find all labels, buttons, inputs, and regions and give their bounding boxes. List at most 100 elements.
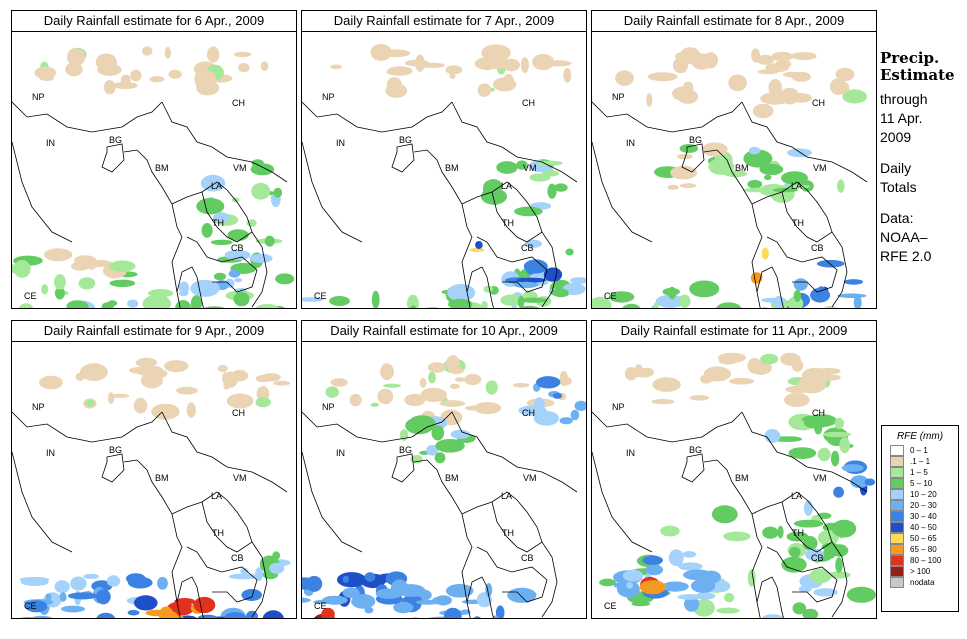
country-label: TH <box>792 218 804 228</box>
rain-cell <box>833 486 844 498</box>
country-label: VM <box>813 473 827 483</box>
rain-cell <box>408 415 436 433</box>
rain-cell <box>830 450 840 467</box>
rain-cell <box>553 183 568 192</box>
country-label: CH <box>232 408 245 418</box>
rain-cell <box>485 380 498 395</box>
country-label: TH <box>212 528 224 538</box>
rain-cell <box>431 425 445 441</box>
rain-cell <box>273 187 283 198</box>
rain-cell <box>672 57 689 74</box>
rain-cell <box>802 608 819 618</box>
rain-cell <box>608 291 635 303</box>
legend-label: 65 – 80 <box>910 545 937 554</box>
rain-cell <box>668 549 684 566</box>
country-borders <box>302 411 578 618</box>
rain-cell <box>647 72 678 82</box>
legend-row: 30 – 40 <box>890 511 958 522</box>
rainfall-panel-1: Daily Rainfall estimate for 6 Apr., 2009… <box>11 10 297 309</box>
rain-cell <box>439 400 466 407</box>
rain-cell <box>803 500 813 516</box>
rain-cell <box>481 301 488 308</box>
rain-cell <box>54 580 70 594</box>
rain-cell <box>72 309 96 310</box>
border-line <box>451 101 578 183</box>
heading-estimate: Estimate <box>880 66 955 84</box>
rain-cell <box>788 447 817 459</box>
rain-cell <box>652 302 659 308</box>
border-line <box>766 546 838 603</box>
rain-cell <box>477 83 492 97</box>
border-line <box>466 266 494 308</box>
rain-cell <box>74 255 97 266</box>
rain-cell <box>823 431 852 438</box>
rain-cell <box>543 267 563 282</box>
rain-cell <box>615 70 634 86</box>
rain-cell <box>742 307 747 308</box>
rain-cell <box>377 388 394 405</box>
rain-cell <box>103 80 116 95</box>
rain-cell <box>157 576 168 590</box>
rain-cell <box>190 295 202 308</box>
border-line <box>101 453 125 483</box>
rain-cell <box>178 281 190 295</box>
rain-cell <box>821 542 840 552</box>
country-label: CE <box>314 601 327 611</box>
rain-cell <box>54 286 65 300</box>
rain-cell <box>445 584 474 598</box>
rain-cell <box>251 182 271 200</box>
rain-cell <box>164 47 172 59</box>
border-line <box>451 411 578 493</box>
rain-cell <box>777 525 784 539</box>
country-label: NP <box>612 402 625 412</box>
rain-cell <box>652 377 681 392</box>
legend-swatch <box>890 533 904 544</box>
rain-cell <box>831 519 857 538</box>
rain-cell <box>364 607 374 614</box>
rain-cell <box>728 74 747 92</box>
rain-cell <box>507 587 537 603</box>
panel-title: Daily Rainfall estimate for 6 Apr., 2009 <box>11 10 297 32</box>
rain-cell <box>676 154 693 160</box>
rain-cell <box>616 580 640 598</box>
rain-cell <box>262 610 284 618</box>
rain-cell <box>226 393 254 409</box>
totals-line1: Daily <box>880 160 912 176</box>
rain-cell <box>127 299 139 308</box>
country-label: CH <box>232 98 245 108</box>
rain-cell <box>789 546 801 558</box>
rain-cell <box>83 573 99 579</box>
map-canvas: NP CH IN BG BM VM LA TH CB CE <box>12 357 291 618</box>
rain-cell <box>190 279 220 297</box>
border-line <box>391 143 415 173</box>
country-label: VM <box>233 473 247 483</box>
legend-swatch <box>890 467 904 478</box>
rain-cell <box>782 71 803 78</box>
rain-cell <box>565 248 574 256</box>
rain-cell <box>264 235 275 247</box>
border-line <box>101 143 125 173</box>
rain-cell <box>864 478 876 486</box>
legend-row: 1 – 5 <box>890 467 958 478</box>
rain-cell <box>233 291 250 307</box>
rain-cell <box>302 597 311 603</box>
rain-cell <box>418 62 446 68</box>
rain-cell <box>667 184 679 190</box>
border-line <box>741 411 868 493</box>
country-label: LA <box>791 491 802 501</box>
rain-cell <box>823 306 838 308</box>
source-line1: Data: <box>880 210 914 226</box>
border-line <box>592 141 653 243</box>
rain-cell <box>841 464 864 472</box>
border-line <box>781 501 848 618</box>
rain-cell <box>763 174 772 181</box>
rain-cell <box>684 596 700 612</box>
legend-row: 80 – 100 <box>890 555 958 566</box>
border-line <box>186 546 258 603</box>
panel-title: Daily Rainfall estimate for 7 Apr., 2009 <box>301 10 587 32</box>
rain-cell <box>516 160 528 170</box>
legend-label: 0 – 1 <box>910 446 928 455</box>
rain-cell <box>479 60 496 71</box>
country-label: BG <box>689 135 702 145</box>
rain-cell <box>764 429 781 443</box>
